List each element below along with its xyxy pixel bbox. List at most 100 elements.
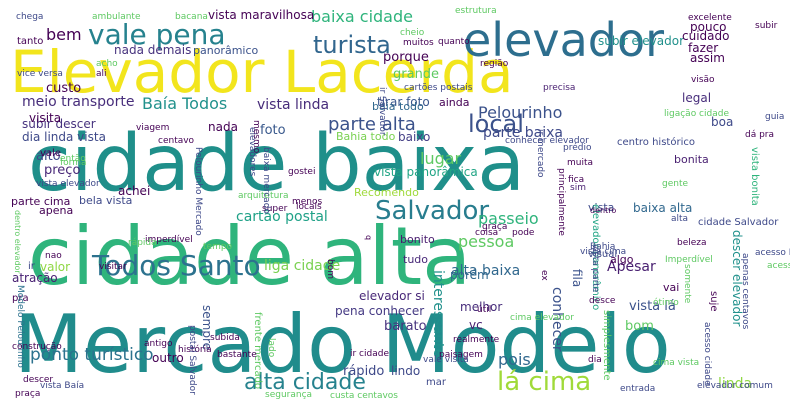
word-baixa-alta: baixa alta (633, 201, 692, 215)
word-ir-mercado: ir mercado (535, 129, 545, 178)
word-passeio: passeio (478, 209, 539, 228)
word-achei: achei (118, 184, 150, 198)
word-estrutura: estrutura (455, 6, 497, 16)
word-pessoa: pessoa (458, 232, 514, 251)
word-elevador-panoramico: elevador panorâmico (590, 204, 602, 310)
word-postal-salvador: postal Salvador (187, 325, 197, 395)
word-pra: pra (12, 293, 29, 304)
word-dentro: dentro (590, 206, 616, 215)
word-seguranca: segurança (265, 390, 312, 400)
word-bonita: bonita (674, 153, 709, 166)
word-pois: pois (498, 350, 531, 369)
word-alta-cidade: alta cidade (244, 370, 366, 395)
word-liga-cidade: liga cidade (264, 258, 340, 274)
word-cidade-salvador: cidade Salvador (698, 217, 779, 228)
word-bonito: bonito (400, 233, 435, 246)
word-mar: mar (426, 377, 447, 388)
word-conhecer: conhecer (549, 287, 565, 352)
word-apenas-centavos: apenas centavos (740, 253, 750, 330)
word-nada-demais: nada demais (114, 43, 191, 57)
word-alta: alta (671, 214, 688, 224)
word-bahia: Bahia (590, 242, 615, 252)
word-vista-la: vista lá (629, 299, 676, 314)
word-vista: vista (588, 201, 614, 214)
word-fica: fica (568, 175, 584, 185)
word-baixa-mercado: baixa mercado (261, 147, 271, 214)
word-predio: prédio (563, 142, 592, 153)
word-vista-parte: vista parte (590, 244, 600, 293)
word-meio-transporte: meio transporte (22, 94, 134, 110)
word-desce: desce (589, 296, 616, 306)
word-simplesmente: simplesmente (601, 310, 612, 381)
word-preco: preço (44, 163, 80, 178)
word-ir-cidade: ir cidade (350, 349, 389, 359)
word-regiao: região (480, 59, 509, 69)
word-descer: descer (23, 375, 53, 385)
word-baia-todo: baia todo (372, 100, 424, 113)
word-baixa-cidade: baixa cidade (311, 7, 413, 26)
word-fila: fila (570, 269, 584, 287)
word-elevador-comum: elevador comum (697, 381, 773, 391)
word-assim: assim (690, 51, 725, 65)
word-boa: boa (711, 115, 733, 129)
word-ainda: ainda (439, 96, 470, 109)
word-dia: dia (588, 355, 602, 365)
word-bacana: bacana (175, 12, 208, 22)
word-vista-maravilhosa: vista maravilhosa (208, 8, 314, 22)
word-ligacao-cidade: ligação cidade (664, 109, 729, 119)
word-cuidado: cuidado (682, 29, 729, 43)
word-ambulante: ambulante (92, 12, 141, 22)
word-visao: visão (691, 75, 715, 85)
word-vista-linda: vista linda (257, 97, 329, 113)
word-paisagem: paisagem (439, 350, 483, 360)
word-lado: lado (266, 338, 276, 358)
word-forma: forma (60, 158, 87, 168)
word-cima-vista: cima vista (653, 358, 699, 368)
word-acho: acho (96, 59, 118, 69)
word-atracao: atração (12, 271, 58, 285)
word-principalmente: principalmente (556, 168, 566, 236)
word-elevador-si: elevador si (359, 289, 425, 303)
word-entao: então (60, 154, 86, 164)
word-parte-baixa: parte baixa (483, 125, 563, 141)
word-bom: bom (625, 319, 654, 334)
word-todos-santo: Todos Santo (91, 249, 261, 282)
word-pouco: pouco (690, 20, 727, 34)
word-frente-mercado: frente mercado (252, 312, 263, 389)
word-vale-visita: vale visita (423, 355, 469, 365)
word-util: útil (477, 305, 491, 315)
word-vice-versa: vice versa (17, 69, 63, 79)
word-otimo: ótimo (653, 297, 679, 308)
word-turista: turista (313, 31, 391, 59)
word-lugar: lugar (420, 149, 462, 168)
word-gente: gente (662, 179, 688, 189)
word-acessivel: acessível (767, 261, 790, 271)
word-pena-conhecer: pena conhecer (335, 304, 424, 318)
word-q: q (364, 235, 373, 240)
word-vai: vai (663, 281, 679, 294)
word-recomendo: Recomendo (354, 186, 419, 199)
word-ir: ir (28, 261, 36, 272)
word-guia: guia (765, 112, 784, 122)
word-grande: grande (393, 67, 439, 82)
word-mercado-modelo: Mercado Modelo (14, 298, 671, 391)
word-apena: apena (39, 204, 73, 217)
word-custo: custo (46, 81, 81, 96)
word-excelente: excelente (688, 13, 732, 23)
word-elevador-lacerda: Elevador Lacerda (10, 38, 514, 106)
word-acesso-pelourinho: acesso Pelourinho (755, 248, 790, 258)
word-centavo: centavo (158, 136, 195, 146)
word-fazer: fazer (688, 41, 718, 55)
word-antigo: antigo (144, 339, 173, 349)
word-nao: nao (45, 251, 62, 261)
word-foto: foto (260, 123, 286, 138)
word-visitar: visitar (99, 262, 127, 272)
word-ponto-turistico: ponto turístico (30, 345, 154, 365)
word-outro: outro (152, 351, 184, 365)
word-quanto: quanto (438, 37, 470, 47)
word-interessante: interessante (430, 270, 446, 357)
word-praca: praça (15, 389, 40, 399)
word-pelourinho: Pelourinho (478, 103, 562, 122)
word-panoramico: panorâmico (193, 44, 259, 57)
word-barato: barato (384, 319, 427, 334)
